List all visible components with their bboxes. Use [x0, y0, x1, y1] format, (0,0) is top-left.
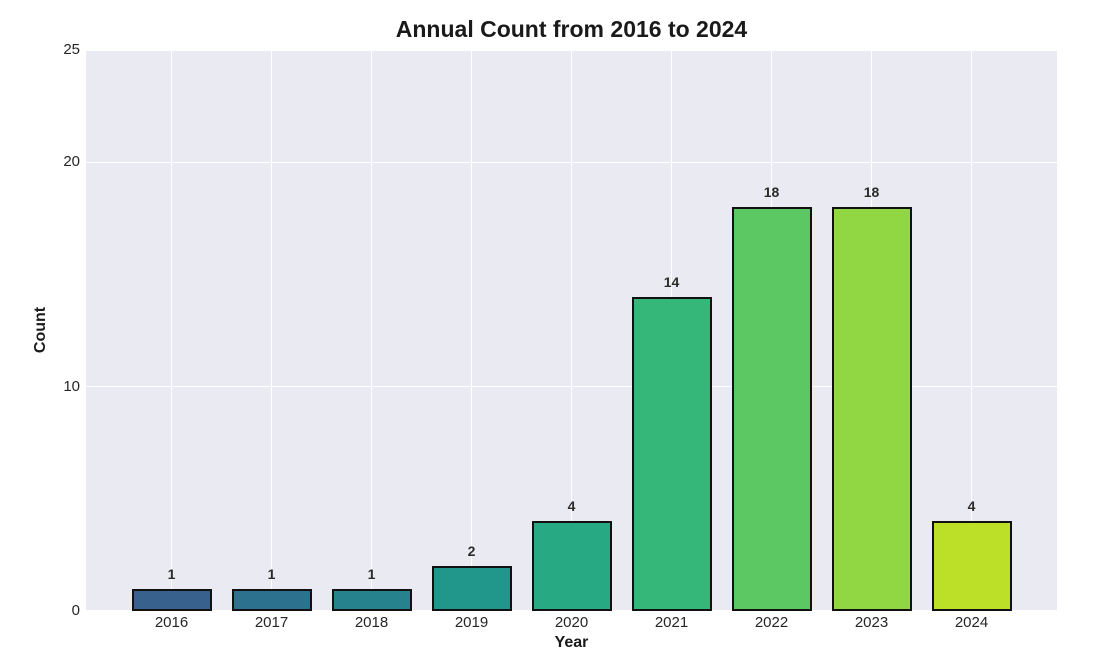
bar-2024: [931, 521, 1012, 611]
y-tick-label: 20: [63, 153, 80, 171]
bar-value-label: 1: [367, 565, 376, 582]
bar-value-label: 2: [467, 543, 476, 560]
gridline-v: [270, 50, 273, 611]
plot-area: 1 1 1 2 4 14 18 18 4: [86, 49, 1057, 612]
x-tick-label: 2024: [954, 614, 989, 631]
bar-2021: [631, 296, 712, 611]
x-tick-label: 2017: [254, 614, 289, 631]
bar-2016: [131, 588, 212, 611]
y-axis-label-text: Count: [32, 306, 49, 354]
bar-2020: [531, 521, 612, 611]
gridline-v: [370, 50, 373, 611]
bar-2022: [731, 207, 812, 611]
x-tick-label: 2019: [454, 614, 489, 631]
bar-2019: [431, 566, 512, 611]
bar-value-label: 1: [167, 565, 176, 582]
bar-value-label: 14: [663, 273, 680, 290]
x-tick-label: 2023: [854, 614, 889, 631]
bar-2017: [231, 588, 312, 611]
gridline-v: [170, 50, 173, 611]
x-tick-label: 2022: [754, 614, 789, 631]
x-tick-label: 2021: [654, 614, 689, 631]
gridline-v: [970, 50, 973, 611]
y-tick-label: 0: [71, 602, 80, 619]
bar-value-label: 4: [967, 498, 976, 515]
bar-value-label: 1: [267, 565, 276, 582]
y-tick-label: 25: [63, 41, 80, 58]
x-tick-label: 2018: [354, 614, 389, 631]
x-axis-label: Year: [554, 634, 589, 651]
chart-title: Annual Count from 2016 to 2024: [395, 16, 748, 42]
x-tick-label: 2016: [154, 614, 189, 631]
bar-value-label: 4: [567, 498, 576, 515]
bar-2023: [831, 207, 912, 611]
bar-value-label: 18: [763, 184, 780, 201]
x-tick-label: 2020: [554, 614, 589, 631]
y-tick-label: 10: [63, 377, 80, 395]
bar-2018: [331, 588, 412, 611]
gridline-v: [570, 50, 573, 611]
bar-value-label: 18: [863, 184, 880, 201]
gridline-v: [470, 50, 473, 611]
